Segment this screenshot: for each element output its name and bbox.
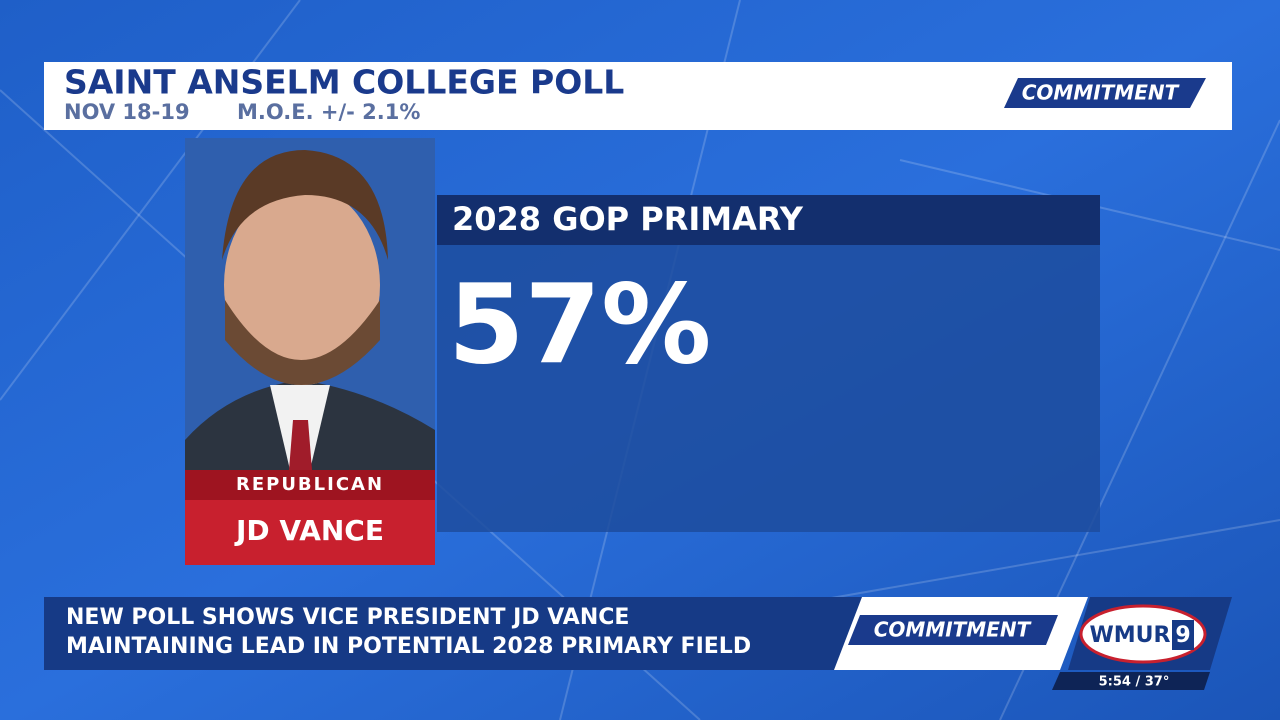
header-moe: M.O.E. +/- 2.1% xyxy=(237,100,420,124)
status-bar xyxy=(1052,672,1210,690)
panel-header xyxy=(437,195,1100,245)
lower-third-bar xyxy=(44,597,874,670)
photo-hair xyxy=(222,150,388,260)
panel-body xyxy=(437,245,1100,532)
panel-title: 2028 GOP PRIMARY xyxy=(452,200,804,238)
photo-face xyxy=(224,185,380,385)
header-logo-bg xyxy=(1004,78,1206,108)
photo-beard xyxy=(225,300,380,385)
header-title: SAINT ANSELM COLLEGE POLL xyxy=(64,63,624,102)
channel-number: 9 xyxy=(1175,623,1190,648)
candidate-name: JD VANCE xyxy=(234,514,384,547)
lower-logo-plate xyxy=(848,615,1058,645)
station-name: WMUR xyxy=(1090,623,1171,648)
party-band xyxy=(185,470,435,500)
lower-logo: COMMITMENT xyxy=(874,618,1032,642)
time-temp: 5:54 / 37° xyxy=(1099,675,1170,690)
poll-value: 57% xyxy=(448,260,711,388)
headline-line: NEW POLL SHOWS VICE PRESIDENT JD VANCE xyxy=(66,605,629,630)
channel-badge xyxy=(1172,620,1194,650)
header-dates: NOV 18-19 xyxy=(64,100,190,124)
header-logo: COMMITMENT xyxy=(1022,81,1180,105)
photo-tie xyxy=(289,420,312,470)
name-band xyxy=(185,500,435,565)
party-label: REPUBLICAN xyxy=(236,474,384,495)
headline-line: MAINTAINING LEAD IN POTENTIAL 2028 PRIMA… xyxy=(66,634,751,659)
